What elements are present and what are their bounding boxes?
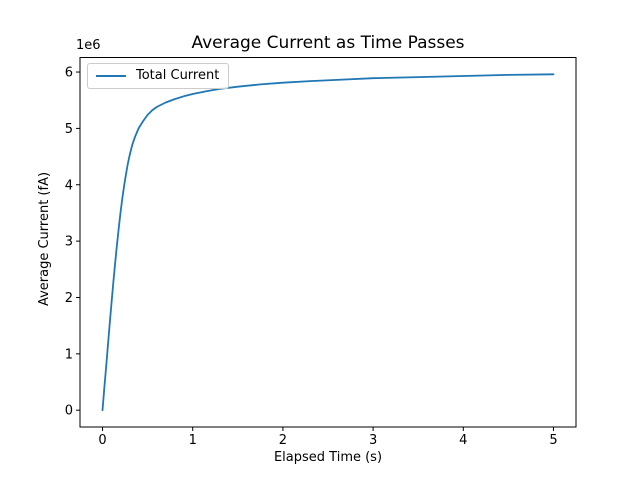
y-tick-label: 0 <box>65 404 73 419</box>
total-current-line <box>101 73 555 412</box>
x-tick-label: 2 <box>279 433 287 448</box>
y-axis-label: Average Current (fA) <box>37 171 52 307</box>
y-tick-label: 6 <box>65 66 73 81</box>
plot-frame <box>79 57 577 428</box>
y-tick-label: 3 <box>65 235 73 250</box>
x-axis-label: Elapsed Time (s) <box>273 450 383 465</box>
y-axis-offset-label: 1e6 <box>76 38 101 53</box>
x-tick-label: 4 <box>459 433 467 448</box>
legend-label: Total Current <box>136 68 220 83</box>
chart-title: Average Current as Time Passes <box>191 33 465 53</box>
y-tick-label: 4 <box>65 178 73 193</box>
x-tick-label: 5 <box>549 433 557 448</box>
x-tick-label: 3 <box>369 433 377 448</box>
y-tick-label: 1 <box>65 347 73 362</box>
x-tick-label: 0 <box>98 433 106 448</box>
y-tick-label: 5 <box>65 122 73 137</box>
y-tick-label: 2 <box>65 291 73 306</box>
legend-line-sample <box>96 75 126 77</box>
legend: Total Current <box>87 63 230 89</box>
x-tick-label: 1 <box>189 433 197 448</box>
